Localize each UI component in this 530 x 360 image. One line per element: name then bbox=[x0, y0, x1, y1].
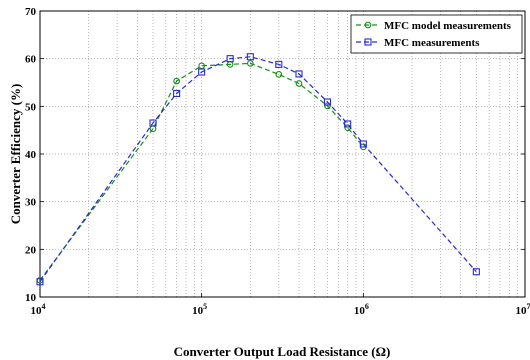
legend: MFC model measurements MFC measurements bbox=[350, 14, 523, 54]
y-tick-label: 30 bbox=[25, 197, 37, 209]
data-point bbox=[173, 89, 181, 98]
series-2 bbox=[36, 53, 480, 286]
y-tick-label: 10 bbox=[25, 292, 37, 304]
series-1 bbox=[36, 60, 367, 284]
x-axis-label: Converter Output Load Resistance (Ω) bbox=[174, 344, 391, 359]
data-point bbox=[226, 55, 234, 63]
y-tick-label: 50 bbox=[25, 101, 37, 113]
x-tick-label: 104 bbox=[31, 302, 46, 317]
data-point bbox=[323, 98, 332, 106]
data-point bbox=[344, 120, 352, 128]
legend-box bbox=[350, 14, 523, 54]
y-tick-label: 70 bbox=[25, 6, 37, 18]
series-line bbox=[39, 62, 364, 281]
legend-item: MFC measurements bbox=[356, 37, 480, 49]
x-tick-label: 105 bbox=[192, 302, 207, 317]
legend-label: MFC measurements bbox=[384, 37, 480, 49]
x-tick-label: 107 bbox=[516, 302, 530, 317]
data-point bbox=[295, 80, 303, 87]
data-point bbox=[359, 140, 367, 148]
data-point bbox=[275, 71, 283, 78]
data-point bbox=[472, 268, 480, 276]
y-tick-label: 40 bbox=[25, 149, 37, 161]
data-point bbox=[275, 60, 283, 68]
series-layer bbox=[36, 53, 480, 286]
x-tick-label: 106 bbox=[354, 302, 369, 317]
y-tick-labels: 10 20 30 40 50 60 70 bbox=[25, 6, 525, 304]
legend-marker bbox=[364, 21, 372, 29]
y-tick-label: 60 bbox=[25, 54, 37, 66]
data-point bbox=[246, 60, 254, 67]
data-point bbox=[149, 119, 157, 127]
data-point bbox=[173, 77, 180, 85]
data-point bbox=[246, 53, 254, 61]
legend-label: MFC model measurements bbox=[384, 20, 512, 32]
x-tick-labels: 104 105 106 107 bbox=[31, 293, 530, 317]
series-line bbox=[39, 56, 477, 283]
gridlines bbox=[40, 11, 525, 297]
data-point bbox=[324, 102, 331, 110]
legend-item: MFC model measurements bbox=[356, 20, 512, 32]
data-point bbox=[295, 70, 303, 78]
legend-marker bbox=[364, 38, 372, 46]
data-point bbox=[36, 278, 44, 286]
y-tick-label: 20 bbox=[25, 244, 37, 256]
y-axis-label: Converter Efficiency (%) bbox=[8, 84, 23, 225]
data-point bbox=[198, 68, 206, 76]
